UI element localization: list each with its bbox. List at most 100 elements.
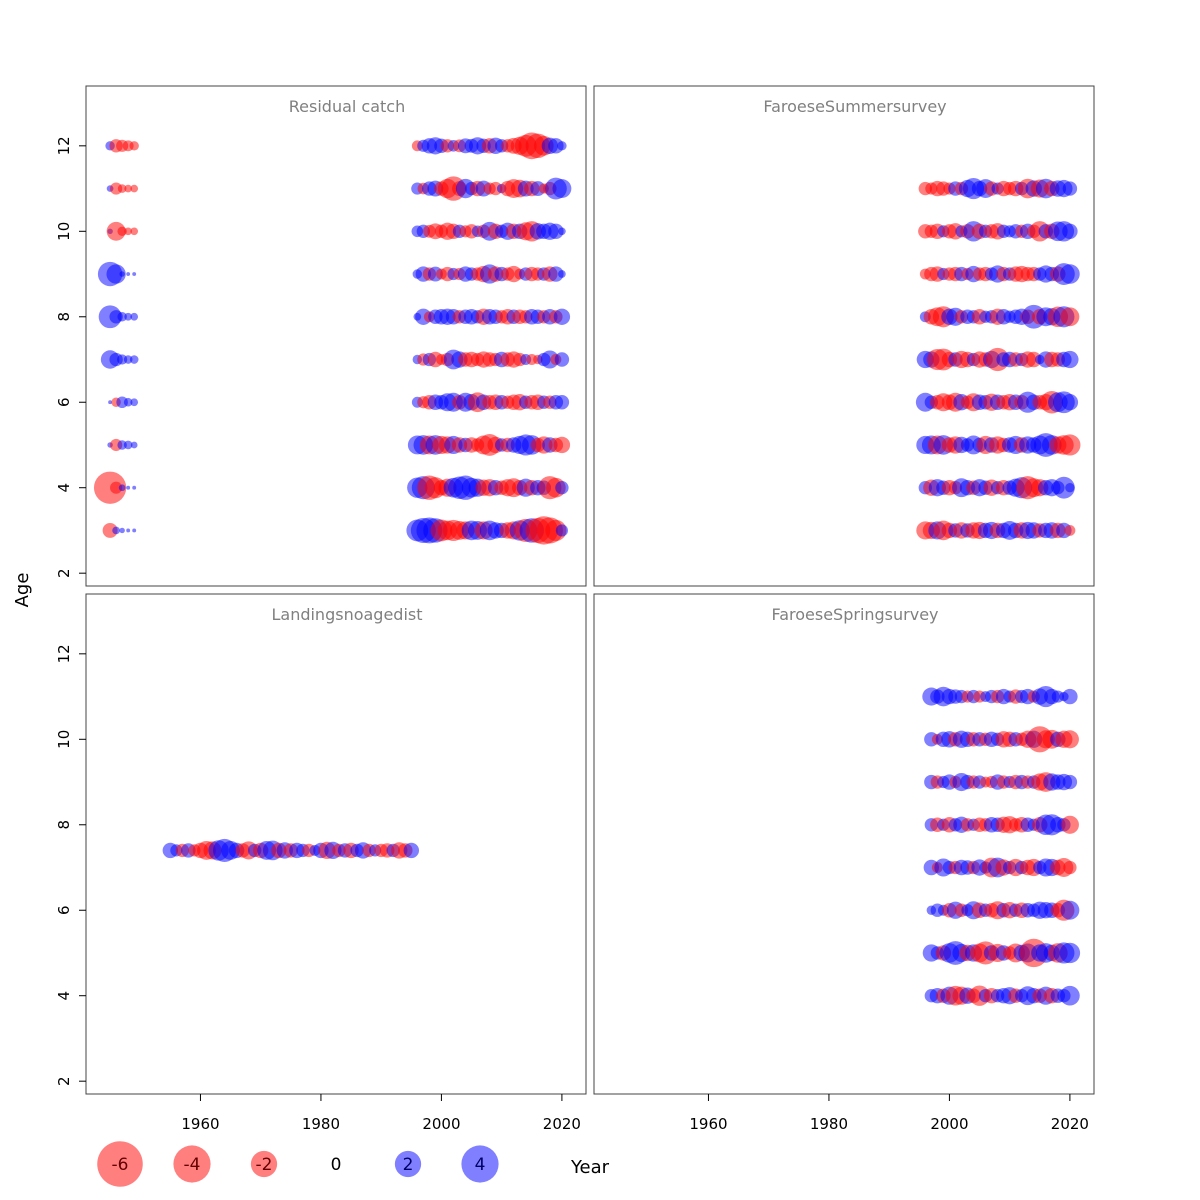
residual-bubble <box>1062 223 1078 240</box>
residual-bubble <box>1060 900 1080 920</box>
residual-bubble <box>552 179 572 199</box>
x-axis-title: Year <box>570 1157 610 1178</box>
panel-title-landings-no-age-dist: Landingsnoagedist <box>271 605 422 624</box>
residual-bubble <box>117 184 127 193</box>
residual-bubble <box>126 528 131 533</box>
residual-bubble <box>558 270 566 278</box>
y-tick-label: 2 <box>55 568 73 578</box>
residual-bubble <box>1062 688 1078 705</box>
residual-bubble <box>132 528 137 533</box>
legend-bubble <box>394 1150 422 1178</box>
y-tick-label: 4 <box>55 991 73 1001</box>
legend-label: -6 <box>112 1155 129 1175</box>
panel-title-faroese-spring-survey: FaroeseSpringsurvey <box>771 605 938 624</box>
y-tick-label: 10 <box>55 222 73 241</box>
residual-bubble <box>129 141 139 151</box>
panel-frame-residual-catch <box>85 85 587 587</box>
residual-bubble <box>123 397 133 407</box>
panel-frame-faroese-summer-survey <box>593 85 1095 587</box>
x-tick-label: 1960 <box>689 1115 727 1133</box>
panel-frame-faroese-spring-survey <box>593 593 1095 1095</box>
residual-bubble <box>126 485 131 490</box>
residual-bubble <box>555 524 569 537</box>
residual-bubble <box>553 308 571 325</box>
residual-bubble <box>112 526 120 535</box>
bubbles-layer <box>93 132 1081 1006</box>
residual-bubble <box>117 440 127 450</box>
residual-bubble <box>123 355 133 364</box>
residual-bubble <box>129 355 139 364</box>
residual-bubble <box>130 184 139 193</box>
residual-bubble <box>1061 394 1079 411</box>
residual-bubble <box>403 842 420 859</box>
residual-bubble <box>1061 350 1079 369</box>
residual-bubble <box>554 395 570 410</box>
residual-bubble <box>124 312 133 321</box>
residual-bubble <box>117 226 127 237</box>
x-tick-label: 2000 <box>422 1115 460 1133</box>
y-tick-label: 12 <box>55 644 73 663</box>
y-tick-label: 4 <box>55 483 73 493</box>
residual-bubble <box>1060 730 1079 749</box>
residual-bubble <box>124 227 133 236</box>
panel-title-residual-catch: Residual catch <box>289 97 405 116</box>
legend-label: 0 <box>331 1155 342 1175</box>
residual-bubble <box>553 436 571 454</box>
y-axis-title: Age <box>12 573 33 608</box>
residual-bubble <box>548 223 564 240</box>
legend-label: -4 <box>184 1155 201 1175</box>
residual-bubble <box>1059 434 1081 456</box>
x-tick-label: 1980 <box>302 1115 340 1133</box>
residual-bubble <box>124 184 133 193</box>
residual-bubble <box>130 312 139 321</box>
residual-bubble <box>123 440 133 450</box>
residual-bubble <box>1064 524 1076 536</box>
residual-bubble <box>555 481 569 495</box>
residual-bubble <box>106 221 126 241</box>
x-tick-label: 1960 <box>181 1115 219 1133</box>
legend: -6 -4 -2 0 2 4 <box>97 1141 499 1187</box>
residual-bubble <box>117 312 127 322</box>
legend-bubble <box>97 1141 143 1187</box>
legend-label: -2 <box>256 1155 273 1175</box>
residual-bubble <box>1062 181 1078 196</box>
residual-bubble <box>110 481 123 494</box>
x-tick-label: 2000 <box>930 1115 968 1133</box>
y-tick-label: 10 <box>55 730 73 749</box>
x-tick-label: 2020 <box>1051 1115 1089 1133</box>
residual-bubble <box>1059 942 1081 964</box>
panel-title-faroese-summer-survey: FaroeseSummersurvey <box>763 97 946 116</box>
legend-bubble <box>250 1150 278 1178</box>
y-tick-label: 6 <box>55 905 73 915</box>
legend-label: 2 <box>403 1155 414 1175</box>
residual-bubble <box>1062 774 1078 790</box>
residual-bubble <box>132 272 137 276</box>
residual-bubble <box>126 272 131 276</box>
residual-bubble <box>106 264 126 284</box>
residual-bubble <box>557 141 567 151</box>
residual-bubble <box>102 522 118 538</box>
panel-frame-landings-no-age-dist <box>85 593 587 1095</box>
residual-bubble <box>132 485 137 490</box>
residual-bubble <box>130 398 139 407</box>
residual-bubble <box>130 441 138 449</box>
axis-ticks: 2 4 6 8 10 12 2 4 6 8 10 12 1960 1980 2000 2020 1960 1980… <box>55 136 1089 1133</box>
residual-bubble <box>1052 476 1075 499</box>
residual-bubble <box>554 352 570 367</box>
residual-bubble <box>119 271 125 277</box>
residual-bubble <box>1063 860 1077 875</box>
y-tick-label: 8 <box>55 312 73 322</box>
x-tick-label: 1980 <box>810 1115 848 1133</box>
residual-bubble <box>1060 815 1079 834</box>
residual-bubble <box>1060 307 1080 327</box>
y-tick-label: 2 <box>55 1076 73 1086</box>
y-tick-label: 8 <box>55 820 73 830</box>
residual-bubble <box>130 227 139 236</box>
legend-bubble <box>173 1145 211 1183</box>
residual-bubble <box>108 400 113 405</box>
residual-bubble <box>558 227 566 236</box>
residual-bubble <box>118 484 126 492</box>
y-tick-label: 6 <box>55 397 73 407</box>
x-tick-label: 2020 <box>543 1115 581 1133</box>
